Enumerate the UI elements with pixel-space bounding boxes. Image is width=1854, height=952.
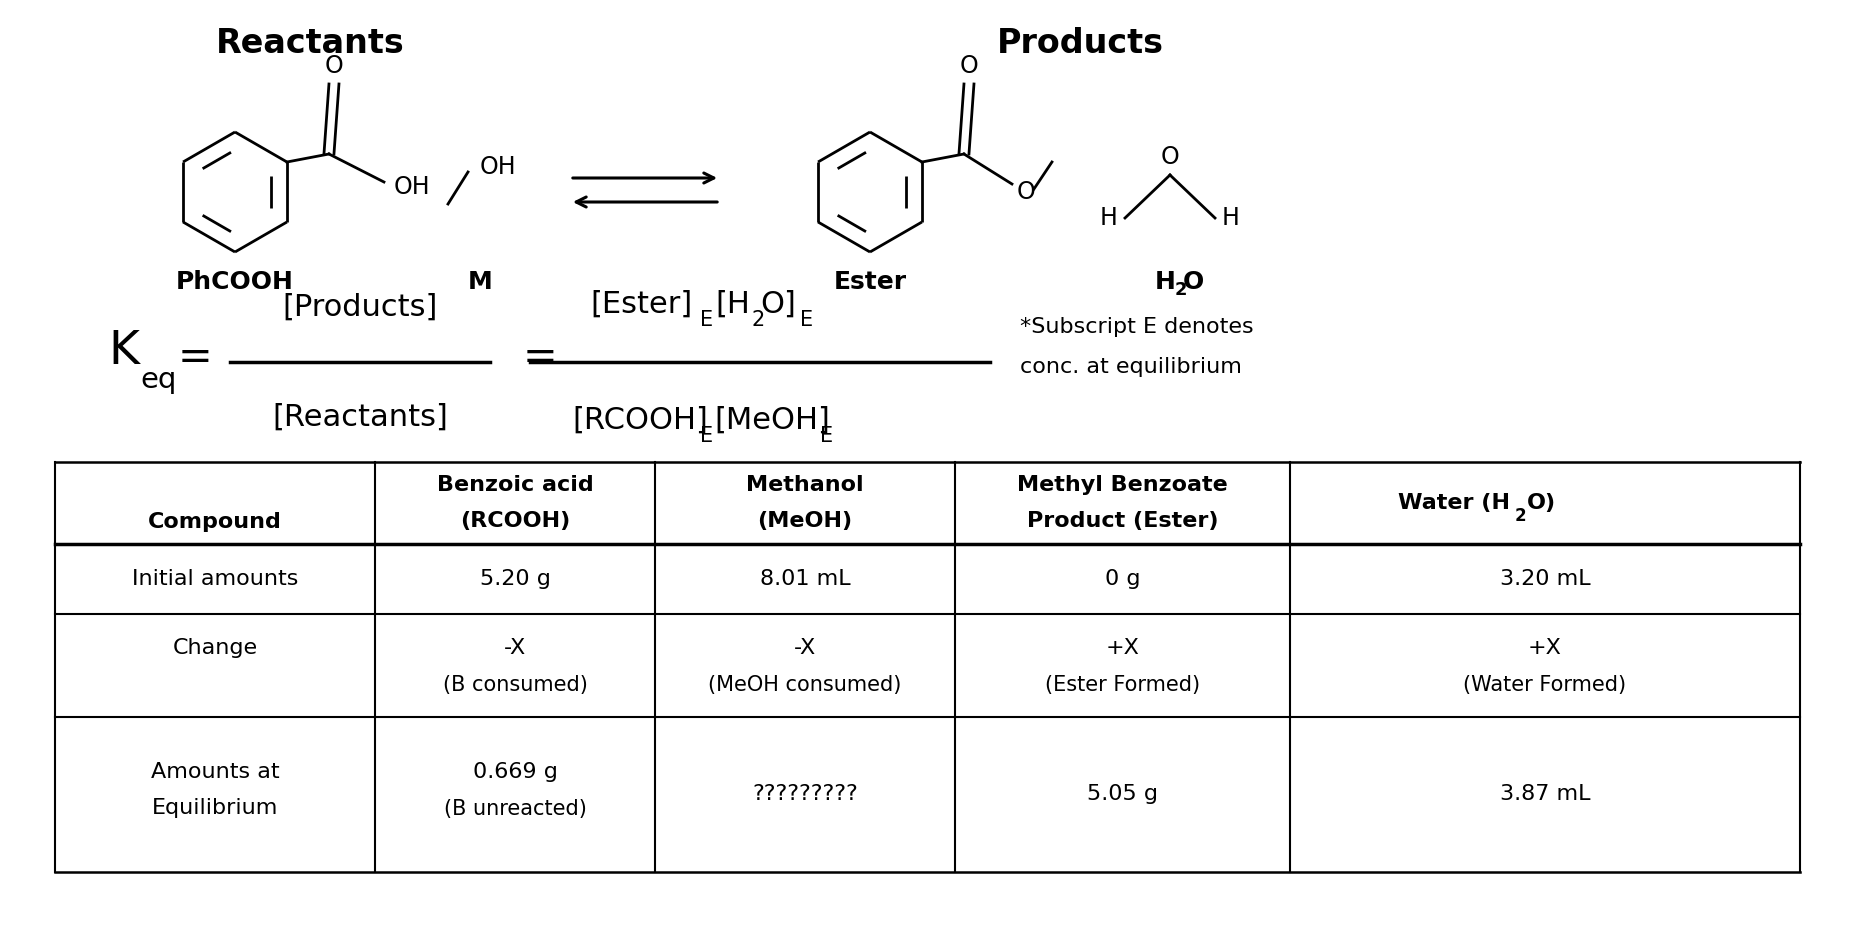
Text: H: H [1099,206,1118,230]
Text: 0 g: 0 g [1105,569,1140,589]
Text: O: O [1016,180,1035,204]
Text: *Subscript E denotes: *Subscript E denotes [1020,317,1253,337]
Text: O: O [960,54,979,78]
Text: (MeOH): (MeOH) [758,511,853,531]
Text: PhCOOH: PhCOOH [176,270,295,294]
Text: OH: OH [480,155,515,179]
Text: Water (H: Water (H [1398,493,1509,513]
Text: [H: [H [716,289,749,319]
Text: E: E [701,310,714,330]
Text: =: = [523,336,558,378]
Text: [RCOOH]: [RCOOH] [573,406,708,434]
Text: [MeOH]: [MeOH] [714,406,831,434]
Text: 5.20 g: 5.20 g [480,569,551,589]
Text: +X: +X [1105,638,1140,658]
Text: [Products]: [Products] [282,292,438,322]
Text: (Ester Formed): (Ester Formed) [1046,676,1200,696]
Text: 2: 2 [753,310,766,330]
Text: (Water Formed): (Water Formed) [1463,676,1626,696]
Text: Products: Products [996,27,1164,60]
Text: Methyl Benzoate: Methyl Benzoate [1018,475,1227,495]
Text: 2: 2 [1175,281,1188,299]
Text: (RCOOH): (RCOOH) [460,511,571,531]
Text: conc. at equilibrium: conc. at equilibrium [1020,357,1242,377]
Text: Product (Ester): Product (Ester) [1027,511,1218,531]
Text: Methanol: Methanol [745,475,864,495]
Text: Equilibrium: Equilibrium [152,799,278,819]
Text: (B consumed): (B consumed) [443,676,588,696]
Text: 5.05 g: 5.05 g [1086,784,1159,804]
Text: 2: 2 [1515,507,1526,525]
Text: 3.87 mL: 3.87 mL [1500,784,1591,804]
Text: ?????????: ????????? [753,784,858,804]
Text: [Ester]: [Ester] [590,289,692,319]
Text: H: H [1155,270,1175,294]
Text: O: O [1183,270,1205,294]
Text: E: E [799,310,814,330]
Text: O: O [324,54,343,78]
Text: O: O [1161,145,1179,169]
Text: Amounts at: Amounts at [150,763,280,783]
Text: Change: Change [172,638,258,658]
Text: E: E [819,426,832,446]
Text: K: K [108,329,139,374]
Text: E: E [701,426,714,446]
Text: -X: -X [794,638,816,658]
Text: =: = [178,336,213,378]
Text: Benzoic acid: Benzoic acid [438,475,593,495]
Text: O]: O] [760,289,795,319]
Text: (MeOH consumed): (MeOH consumed) [708,676,901,696]
Text: O): O) [1528,493,1556,513]
Text: Ester: Ester [834,270,907,294]
Text: OH: OH [393,175,430,199]
Text: 3.20 mL: 3.20 mL [1500,569,1591,589]
Text: [Reactants]: [Reactants] [273,403,449,431]
Text: eq: eq [141,366,176,394]
Text: +X: +X [1528,638,1561,658]
Text: Compound: Compound [148,512,282,532]
Text: -X: -X [504,638,527,658]
Text: 0.669 g: 0.669 g [473,763,558,783]
Text: Initial amounts: Initial amounts [132,569,298,589]
Text: 8.01 mL: 8.01 mL [760,569,851,589]
Text: Reactants: Reactants [215,27,404,60]
Text: H: H [1222,206,1240,230]
Text: M: M [467,270,493,294]
Text: (B unreacted): (B unreacted) [443,799,586,819]
